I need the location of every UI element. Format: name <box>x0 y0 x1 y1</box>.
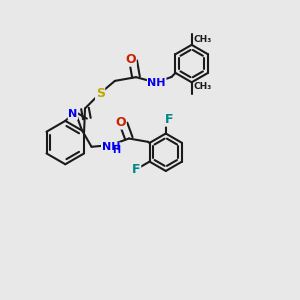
Text: H: H <box>112 146 120 155</box>
Text: F: F <box>132 163 141 176</box>
Text: N: N <box>68 109 77 119</box>
Text: S: S <box>96 87 105 100</box>
Text: CH₃: CH₃ <box>193 82 212 91</box>
Text: F: F <box>165 113 174 126</box>
Text: O: O <box>116 116 126 129</box>
Text: NH: NH <box>101 142 120 152</box>
Text: NH: NH <box>148 78 166 88</box>
Text: O: O <box>125 53 136 66</box>
Text: CH₃: CH₃ <box>193 35 212 44</box>
